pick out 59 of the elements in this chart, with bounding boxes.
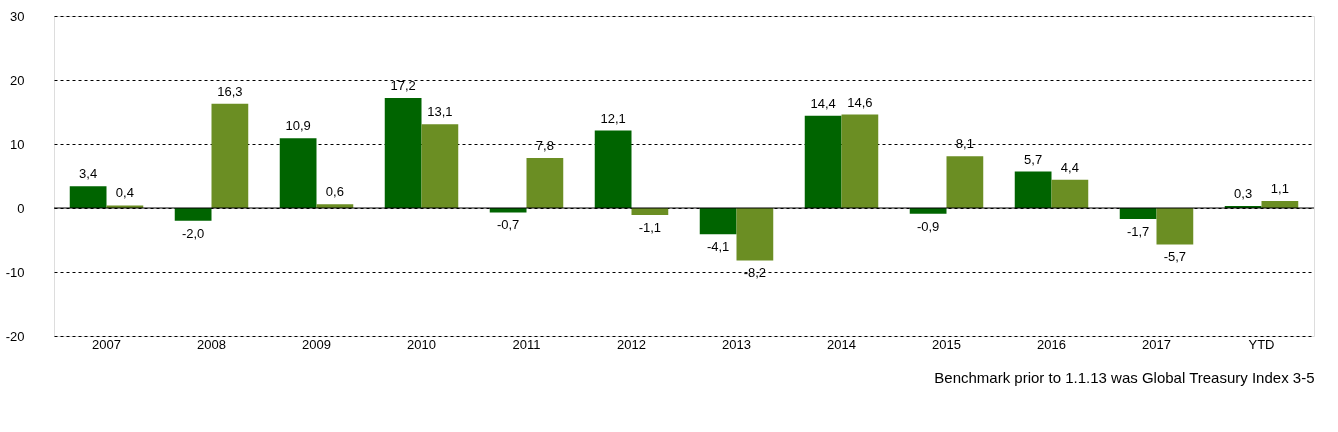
data-label: 8,1 [955,136,974,152]
bar [421,124,459,208]
bar [594,130,632,208]
y-tick-label: 20 [10,72,25,88]
bar [699,208,737,235]
y-tick-label: 10 [10,136,25,152]
data-label: -5,7 [1163,249,1187,265]
bar [69,186,107,208]
data-label: -2,0 [181,225,205,241]
data-label: 0,3 [1234,186,1253,202]
bar [1014,171,1052,208]
y-tick-label: -10 [5,264,25,280]
y-tick-label: -20 [5,328,25,344]
x-tick-label: 2010 [407,336,436,352]
bar [279,138,317,208]
bar [736,208,774,261]
x-tick-label: YTD [1248,336,1275,352]
data-label: 13,1 [427,104,453,120]
data-label: 17,2 [390,77,416,93]
x-tick-label: 2016 [1037,336,1066,352]
data-label: 14,6 [847,94,873,110]
data-label: 10,9 [285,118,311,134]
data-label: 4,4 [1060,159,1079,175]
data-label: -4,1 [706,239,730,255]
bar [1156,208,1194,245]
x-tick-label: 2015 [932,336,961,352]
bar [804,115,842,208]
bar [841,114,879,208]
data-label: -1,7 [1126,223,1150,239]
data-label: 1,1 [1270,180,1289,196]
bar [1119,208,1157,219]
data-label: 0,4 [115,185,134,201]
data-label: -0,7 [496,217,520,233]
bar [526,158,564,208]
data-label: 12,1 [600,110,626,126]
data-label: 3,4 [79,166,98,182]
x-tick-label: 2013 [722,336,751,352]
data-label: -1,1 [638,220,662,236]
data-label: 5,7 [1024,151,1043,167]
data-label: 14,4 [810,95,836,111]
bar [211,103,249,208]
data-label: 16,3 [217,83,243,99]
x-tick-label: 2008 [197,336,226,352]
x-tick-label: 2012 [617,336,646,352]
bar [384,97,422,208]
y-tick-label: 30 [10,8,25,24]
x-tick-label: 2017 [1142,336,1171,352]
bar [1051,179,1089,208]
bar [946,156,984,208]
x-tick-label: 2009 [302,336,331,352]
x-tick-label: 2007 [92,336,121,352]
data-label: 0,6 [325,184,344,200]
x-tick-label: 2014 [827,336,856,352]
data-label: -0,9 [916,218,940,234]
x-tick-label: 2011 [512,336,541,352]
bar [174,208,212,221]
data-label: 7,8 [535,138,554,154]
y-tick-label: 0 [17,200,25,216]
text: Benchmark prior to 1.1.13 was Global Treasury Index 3-5 [934,369,1315,386]
